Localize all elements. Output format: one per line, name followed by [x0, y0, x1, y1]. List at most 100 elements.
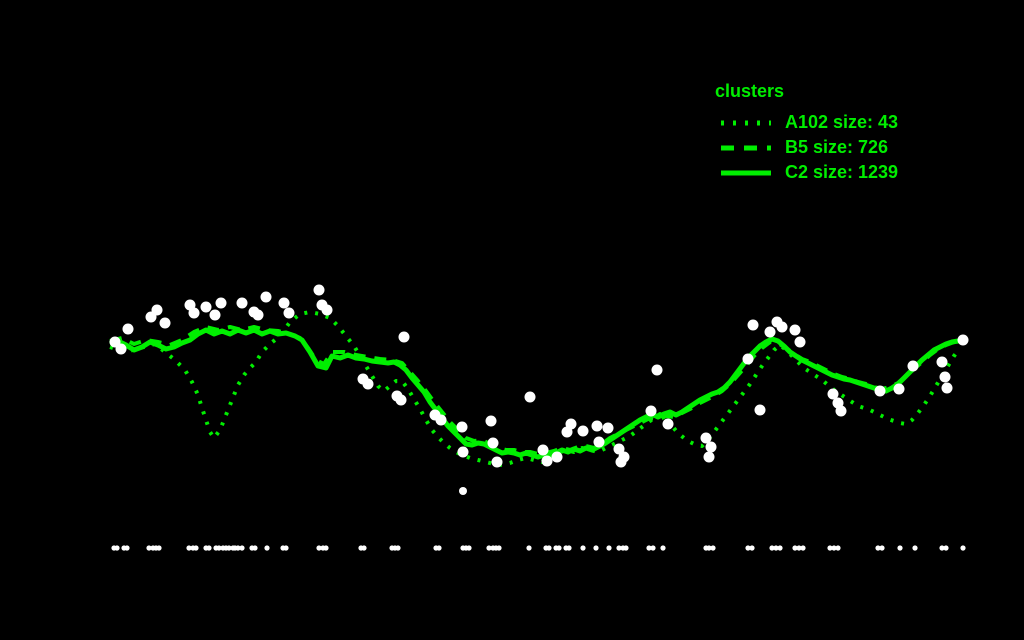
scatter-point: [874, 385, 886, 397]
legend-item-a102: A102 size: 43: [715, 110, 898, 135]
rug-point: [593, 545, 599, 551]
legend-item-c2: C2 size: 1239: [715, 160, 898, 185]
rug-point: [580, 545, 586, 551]
scatter-point: [252, 309, 264, 321]
scatter-point: [200, 301, 212, 313]
rug-point: [546, 545, 552, 551]
scatter-point: [283, 307, 295, 319]
rug-point: [486, 545, 492, 551]
scatter-point: [456, 421, 468, 433]
rug-point: [124, 545, 130, 551]
scatter-point: [936, 356, 948, 368]
rug-point: [912, 545, 918, 551]
scatter-point: [957, 334, 969, 346]
series-line-c2: [109, 327, 964, 460]
rug-point: [252, 545, 258, 551]
rug-point: [526, 545, 532, 551]
rug-point: [943, 545, 949, 551]
small-mark-point: [459, 487, 467, 495]
series-line-a102: [109, 310, 962, 467]
scatter-point: [491, 456, 503, 468]
scatter-point: [122, 323, 134, 335]
scatter-point: [651, 364, 663, 376]
rug-point: [146, 545, 152, 551]
scatter-point: [789, 324, 801, 336]
rug-point: [706, 545, 712, 551]
scatter-point: [662, 418, 674, 430]
rug-point: [566, 545, 572, 551]
legend-item-b5: B5 size: 726: [715, 135, 898, 160]
scatter-point: [591, 420, 603, 432]
rug-point: [710, 545, 716, 551]
rug-point: [436, 545, 442, 551]
rug-point: [777, 545, 783, 551]
rug-point: [239, 545, 245, 551]
scatter-point: [613, 443, 625, 455]
rug-point: [939, 545, 945, 551]
scatter-point: [151, 304, 163, 316]
scatter-point: [537, 444, 549, 456]
rug-point: [226, 545, 232, 551]
rug-point: [745, 545, 751, 551]
rug-point: [623, 545, 629, 551]
rug-point: [556, 545, 562, 551]
scatter-point: [615, 456, 627, 468]
rug-point: [235, 545, 241, 551]
rug-point: [206, 545, 212, 551]
rug-point: [264, 545, 270, 551]
rug-point: [616, 545, 622, 551]
solid-line-sample-icon: [721, 170, 771, 175]
scatter-point: [941, 382, 953, 394]
scatter-point: [524, 391, 536, 403]
scatter-point: [565, 418, 577, 430]
rug-point: [749, 545, 755, 551]
scatter-point: [551, 451, 563, 463]
scatter-point: [188, 307, 200, 319]
scatter-point: [435, 414, 447, 426]
scatter-point: [362, 378, 374, 390]
rug-point: [283, 545, 289, 551]
rug-point: [216, 545, 222, 551]
legend-label-b5: B5 size: 726: [785, 137, 889, 157]
legend-title: clusters: [715, 81, 785, 101]
rug-point: [800, 545, 806, 551]
rug-point: [646, 545, 652, 551]
scatter-point: [485, 415, 497, 427]
scatter-point: [602, 422, 614, 434]
scatter-point: [827, 388, 839, 400]
scatter-point: [835, 405, 847, 417]
legend-label-c2: C2 size: 1239: [785, 162, 899, 182]
rug-point: [769, 545, 775, 551]
rug-point: [606, 545, 612, 551]
legend: clusters A102 size: 43 B5 size: 726 C2 s…: [715, 80, 898, 185]
dotted-line-sample-icon: [721, 120, 771, 125]
scatter-point: [159, 317, 171, 329]
rug-point: [796, 545, 802, 551]
scatter-point: [907, 360, 919, 372]
rug-point: [835, 545, 841, 551]
scatter-point: [747, 319, 759, 331]
rug-point: [897, 545, 903, 551]
scatter-point: [764, 326, 776, 338]
rug-point: [114, 545, 120, 551]
scatter-point: [236, 297, 248, 309]
scatter-point: [278, 297, 290, 309]
scatter-point: [215, 297, 227, 309]
scatter-point: [321, 304, 333, 316]
scatter-point: [457, 446, 469, 458]
rug-point: [316, 545, 322, 551]
scatter-point: [645, 405, 657, 417]
scatter-point: [742, 353, 754, 365]
rug-point: [323, 545, 329, 551]
scatter-point: [776, 321, 788, 333]
rug-point: [792, 545, 798, 551]
scatter-point: [487, 437, 499, 449]
rug-point: [186, 545, 192, 551]
scatter-point: [703, 451, 715, 463]
rug-point: [875, 545, 881, 551]
rug-point: [496, 545, 502, 551]
scatter-point: [260, 291, 272, 303]
scatter-point: [395, 394, 407, 406]
